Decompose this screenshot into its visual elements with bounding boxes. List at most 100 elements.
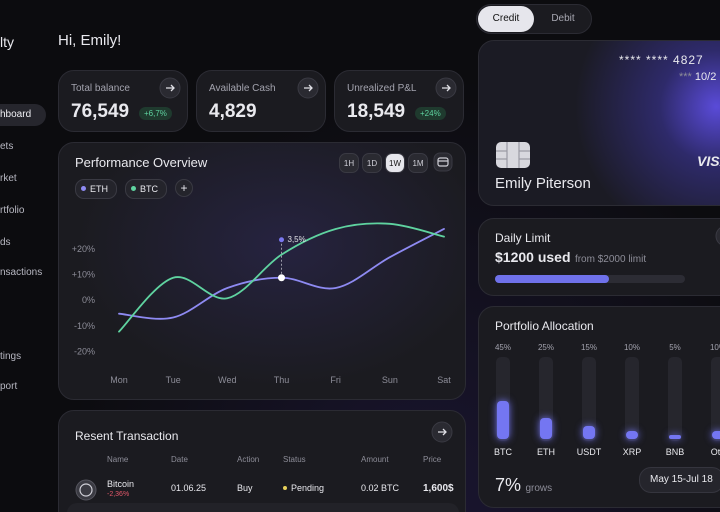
button-bg xyxy=(715,227,720,245)
column-header: Price xyxy=(423,455,442,464)
nav-item[interactable]: tings xyxy=(0,351,22,362)
bar-track xyxy=(625,357,639,441)
nav-item[interactable]: ets xyxy=(0,141,14,152)
portfolio-panel: Portfolio Allocation 7% grows May 15-Jul… xyxy=(478,306,720,508)
legend-label: BTC xyxy=(140,184,158,194)
column-header: Date xyxy=(171,455,188,464)
x-tick-label: ETH xyxy=(537,447,555,457)
panel-title: Daily Limit xyxy=(495,231,551,245)
y-tick-label: +20% xyxy=(72,244,95,254)
annotation-top-dot xyxy=(279,237,284,243)
card-tabs: Credit Debit xyxy=(476,4,592,34)
used-label: $1200 used xyxy=(495,249,571,265)
daily-limit-panel: Daily Limit $1200 used from $2000 limit xyxy=(478,218,720,296)
timeframe-button[interactable]: 1W xyxy=(385,153,405,173)
bar xyxy=(540,418,552,439)
card-number: **** **** 4827 xyxy=(619,53,704,67)
nav-item[interactable]: hboard xyxy=(0,104,46,126)
open-button[interactable] xyxy=(435,77,457,99)
status-dot xyxy=(283,486,287,490)
card-brand: VISA xyxy=(697,153,720,169)
y-tick-label: -10% xyxy=(74,321,95,331)
card-tab[interactable]: Debit xyxy=(551,13,575,24)
legend-chip[interactable]: BTC xyxy=(125,179,167,199)
bar xyxy=(497,401,509,439)
legend-label: ETH xyxy=(90,184,108,194)
x-tick-label: Thu xyxy=(274,375,290,385)
sidebar: hboard ets rket rtfolio ds nsactions tings port xyxy=(0,0,50,512)
expiry-mask: *** xyxy=(679,71,692,83)
column-header: Action xyxy=(237,455,260,464)
stat-label: Available Cash xyxy=(209,83,276,94)
coin-inner xyxy=(79,483,93,497)
x-tick-label: Sun xyxy=(382,375,398,385)
value-label: 5% xyxy=(669,343,681,352)
nav-item[interactable]: rket xyxy=(0,173,17,184)
panel-title: Resent Transaction xyxy=(75,429,179,443)
value-label: 10% xyxy=(623,343,640,352)
greeting: Hi, Emily! xyxy=(58,32,122,49)
expiry: 10/2 xyxy=(694,71,717,83)
bar xyxy=(669,434,681,439)
open-button[interactable] xyxy=(297,77,319,99)
column-header: Amount xyxy=(361,455,389,464)
cell-amount: 0.02 BTC xyxy=(361,483,400,493)
calendar-button[interactable] xyxy=(433,152,453,172)
transactions-panel: Resent Transaction Name Date Action Status A… xyxy=(58,410,466,512)
value-label: 45% xyxy=(494,343,511,352)
timeframe-button[interactable]: 1H xyxy=(339,153,359,173)
panel-title: Portfolio Allocation xyxy=(495,319,594,333)
nav-item[interactable]: nsactions xyxy=(0,267,43,278)
annotation-point xyxy=(278,274,285,282)
timeframe-button[interactable]: 1M xyxy=(408,153,428,173)
status: Pending xyxy=(283,483,324,493)
growth: 7% grows xyxy=(495,475,552,496)
bar xyxy=(626,430,638,439)
add-series-button[interactable]: + xyxy=(175,179,193,197)
x-tick-label: Oth xyxy=(710,447,720,457)
open-button[interactable] xyxy=(431,421,453,443)
growth-label: grows xyxy=(525,483,553,494)
x-tick-label: XRP xyxy=(622,447,642,457)
row-highlight xyxy=(67,503,459,512)
series-line xyxy=(118,228,445,320)
nav-item[interactable]: port xyxy=(0,381,18,392)
card-chip xyxy=(496,142,530,168)
card-tab[interactable]: Credit xyxy=(478,6,534,32)
x-tick-label: Tue xyxy=(166,375,181,385)
series-line xyxy=(118,222,445,333)
nav-item[interactable]: ds xyxy=(0,237,11,248)
x-tick-label: BNB xyxy=(665,447,685,457)
x-tick-label: Sat xyxy=(437,375,451,385)
legend-dot xyxy=(131,186,136,191)
x-tick-label: BTC xyxy=(494,447,512,457)
open-button[interactable] xyxy=(159,77,181,99)
coin-change: -2,36% xyxy=(107,491,130,498)
legend-chip[interactable]: ETH xyxy=(75,179,117,199)
value-label: 10% xyxy=(709,343,720,352)
stat-card: Available Cash 4,829 xyxy=(196,70,326,132)
value-label: 15% xyxy=(580,343,597,352)
date-range[interactable]: May 15-Jul 18 xyxy=(639,467,720,493)
cell-action: Buy xyxy=(237,483,253,493)
x-tick-label: USDT xyxy=(576,447,602,457)
coin-bg xyxy=(75,479,97,501)
x-tick-label: Mon xyxy=(110,375,128,385)
x-tick-label: Fri xyxy=(330,375,341,385)
limit-fill xyxy=(495,275,609,283)
card-expiry: *** 10/2 xyxy=(679,71,716,83)
stat-card: Total balance 76,549 +6,7% xyxy=(58,70,188,132)
annotation-label: 3,5% xyxy=(288,235,306,244)
stat-card: Unrealized P&L 18,549 +24% xyxy=(334,70,464,132)
cell-price: 1,600$ xyxy=(423,483,454,494)
nav-item[interactable]: rtfolio xyxy=(0,205,25,216)
line-chart: +20% +10% 0% -10% -20% Mon Tue Wed Thu Fri Sun Sat 3… xyxy=(72,222,451,385)
timeframe-button[interactable]: 1D xyxy=(362,153,382,173)
performance-panel: Performance Overview 1H 1D 1W 1M ETH BTC + +20%… xyxy=(58,142,466,400)
open-button[interactable] xyxy=(715,225,720,247)
value-label: 25% xyxy=(537,343,554,352)
y-tick-label: -20% xyxy=(74,347,95,357)
growth-value: 7% xyxy=(495,475,522,495)
stat-label: Unrealized P&L xyxy=(347,83,417,94)
